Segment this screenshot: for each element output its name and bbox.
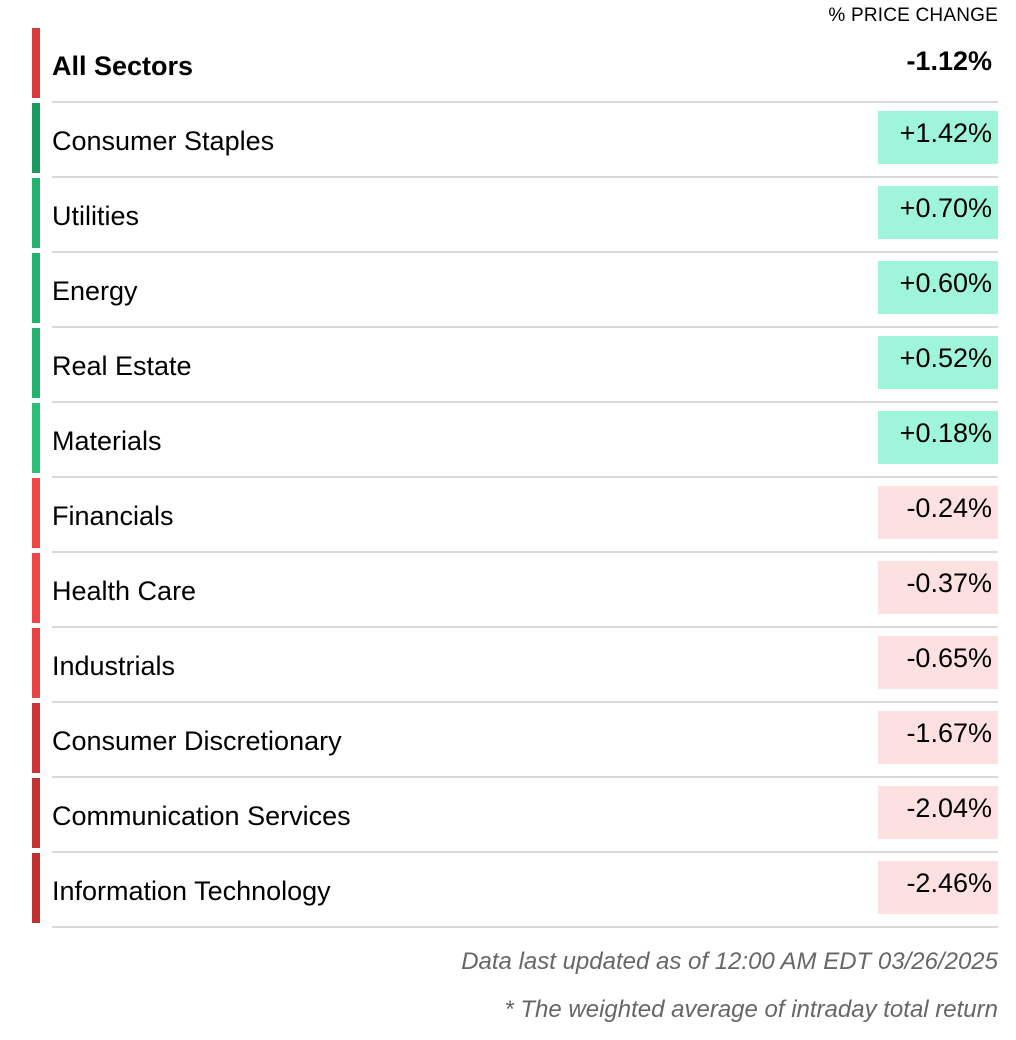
sector-row-all-sectors[interactable]: All Sectors -1.12%: [32, 28, 998, 103]
sector-row-body: Consumer Staples +1.42%: [52, 103, 998, 178]
sector-row-body: Health Care -0.37%: [52, 553, 998, 628]
weighted-average-note: * The weighted average of intraday total…: [504, 996, 998, 1023]
sector-row-body: Energy +0.60%: [52, 253, 998, 328]
sector-row-body: Information Technology -2.46%: [52, 853, 998, 928]
sector-color-bar: [32, 853, 40, 923]
sector-row-body: Utilities +0.70%: [52, 178, 998, 253]
footnotes: Data last updated as of 12:00 AM EDT 03/…: [461, 942, 998, 1038]
sector-row[interactable]: Energy +0.60%: [32, 253, 998, 328]
sector-price-change: +1.42%: [878, 111, 998, 164]
sector-row[interactable]: Information Technology -2.46%: [32, 853, 998, 928]
sector-row-body: Real Estate +0.52%: [52, 328, 998, 403]
sector-performance-widget: % PRICE CHANGE All Sectors -1.12% Consumer…: [32, 0, 998, 928]
sector-row-body: Industrials -0.65%: [52, 628, 998, 703]
sector-name: Communication Services: [52, 801, 351, 831]
sector-name: Information Technology: [52, 876, 331, 906]
sector-name: Real Estate: [52, 351, 192, 381]
sector-color-bar: [32, 253, 40, 323]
sector-name: Utilities: [52, 201, 140, 231]
sector-color-bar: [32, 703, 40, 773]
sector-price-change: -0.24%: [878, 486, 998, 539]
sector-row-body: Financials -0.24%: [52, 478, 998, 553]
sector-row-body: Materials +0.18%: [52, 403, 998, 478]
sector-row-body: All Sectors -1.12%: [52, 28, 998, 103]
sector-price-change: -2.04%: [878, 786, 998, 839]
sector-price-change: +0.18%: [878, 411, 998, 464]
sector-name: Consumer Discretionary: [52, 726, 342, 756]
last-updated-note: Data last updated as of 12:00 AM EDT 03/…: [461, 948, 998, 975]
sector-price-change: +0.70%: [878, 186, 998, 239]
sector-color-bar: [32, 628, 40, 698]
sector-row[interactable]: Health Care -0.37%: [32, 553, 998, 628]
sector-color-bar: [32, 778, 40, 848]
sector-color-bar: [32, 328, 40, 398]
sector-price-change: +0.52%: [878, 336, 998, 389]
sector-row[interactable]: Real Estate +0.52%: [32, 328, 998, 403]
sector-row[interactable]: Utilities +0.70%: [32, 178, 998, 253]
sector-price-change: -1.12%: [906, 46, 992, 76]
sector-name: Health Care: [52, 576, 197, 606]
sector-name: Financials: [52, 501, 174, 531]
sector-row[interactable]: Industrials -0.65%: [32, 628, 998, 703]
sector-row[interactable]: Consumer Staples +1.42%: [32, 103, 998, 178]
sector-row[interactable]: Consumer Discretionary -1.67%: [32, 703, 998, 778]
column-header-price-change: % PRICE CHANGE: [828, 5, 998, 26]
sector-color-bar: [32, 403, 40, 473]
sector-color-bar: [32, 178, 40, 248]
sector-row[interactable]: Communication Services -2.04%: [32, 778, 998, 853]
sector-row[interactable]: Materials +0.18%: [32, 403, 998, 478]
sector-price-change: -0.65%: [878, 636, 998, 689]
sector-price-change: -1.67%: [878, 711, 998, 764]
sector-row-body: Communication Services -2.04%: [52, 778, 998, 853]
sector-row[interactable]: Financials -0.24%: [32, 478, 998, 553]
sector-list: All Sectors -1.12% Consumer Staples +1.42% U…: [32, 28, 998, 928]
sector-name: Industrials: [52, 651, 176, 681]
sector-price-change: -2.46%: [878, 861, 998, 914]
sector-color-bar: [32, 28, 40, 98]
sector-name: Consumer Staples: [52, 126, 275, 156]
sector-row-body: Consumer Discretionary -1.67%: [52, 703, 998, 778]
sector-color-bar: [32, 478, 40, 548]
sector-name: All Sectors: [52, 51, 194, 81]
sector-price-change: +0.60%: [878, 261, 998, 314]
sector-color-bar: [32, 553, 40, 623]
sector-price-change: -0.37%: [878, 561, 998, 614]
sector-color-bar: [32, 103, 40, 173]
sector-name: Energy: [52, 276, 138, 306]
sector-name: Materials: [52, 426, 162, 456]
